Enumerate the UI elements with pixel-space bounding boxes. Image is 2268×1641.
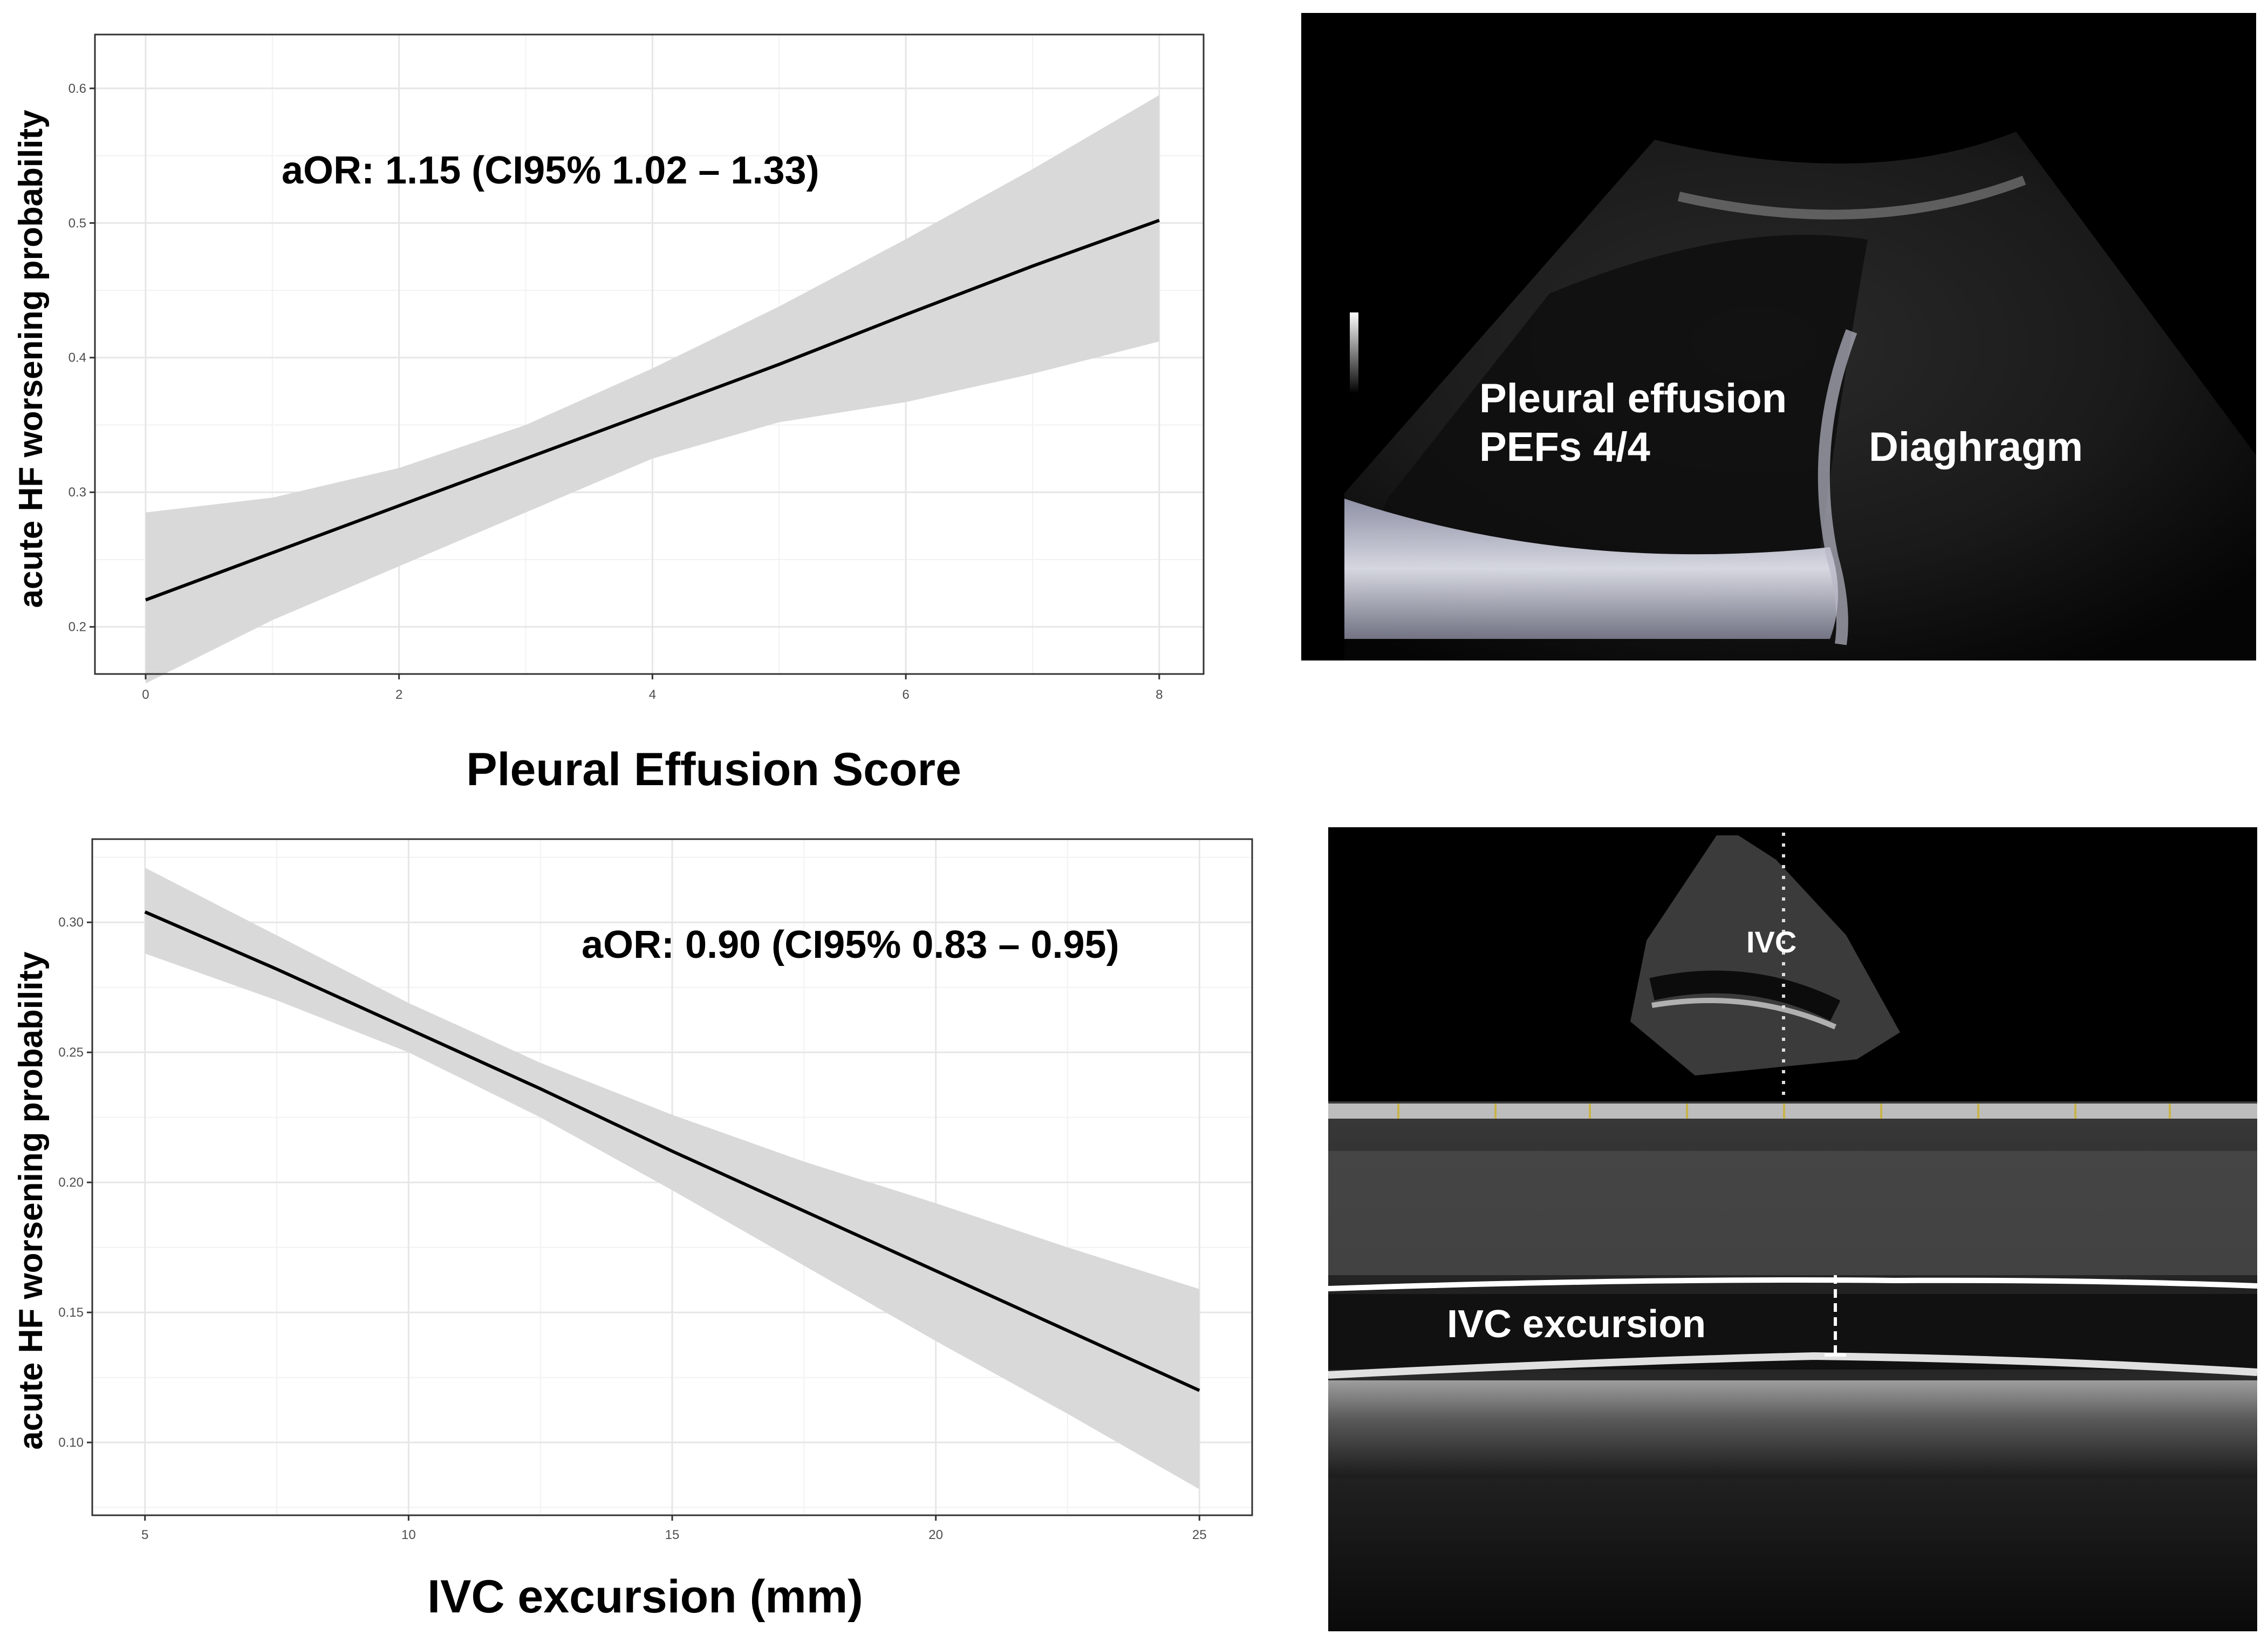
mmode-top-band bbox=[1328, 1104, 2257, 1119]
fit-line bbox=[144, 910, 1200, 1392]
y-tick-label: 0.2 bbox=[69, 620, 86, 635]
ultrasound-ivc-image: IVC IVC excursion bbox=[1328, 827, 2257, 1631]
grid bbox=[92, 839, 1252, 1515]
ultrasound-pleural-image: Pleural effusion PEFs 4/4 Diaghragm bbox=[1301, 13, 2256, 661]
x-tick-label: 25 bbox=[1192, 1528, 1207, 1542]
annotation-aor: aOR: 1.15 (CI95% 1.02 – 1.33) bbox=[282, 149, 819, 192]
y-tick-label: 0.15 bbox=[58, 1305, 84, 1320]
y-tick-label: 0.5 bbox=[69, 216, 86, 230]
y-axis-title: acute HF worsening probability bbox=[12, 951, 50, 1450]
confidence-band bbox=[145, 868, 1200, 1489]
chart-pleural-effusion-svg: 0 2 4 6 8 0.2 0.3 0.4 0.5 0.6 aOR: 1.15 (CI95% 1… bbox=[12, 33, 1205, 795]
excursion-caliper bbox=[1825, 1275, 1846, 1359]
y-tick-label: 0.4 bbox=[69, 351, 86, 365]
y-tick-label: 0.10 bbox=[58, 1435, 84, 1450]
y-ticks: 0.2 0.3 0.4 0.5 0.6 bbox=[69, 81, 95, 635]
effusion-region bbox=[1366, 235, 1868, 565]
y-tick-label: 0.25 bbox=[58, 1045, 84, 1060]
x-tick-label: 10 bbox=[401, 1528, 416, 1542]
fit-line bbox=[145, 219, 1160, 602]
plot-border bbox=[94, 33, 1205, 675]
mmode-lower-wall bbox=[1328, 1352, 2257, 1379]
mmode-ticks bbox=[1397, 1104, 2171, 1119]
y-ticks: 0.10 0.15 0.20 0.25 0.30 bbox=[58, 915, 92, 1450]
x-tick-label: 0 bbox=[142, 687, 149, 702]
mmode-upper-tissue bbox=[1328, 1151, 2257, 1275]
x-tick-label: 2 bbox=[395, 687, 402, 702]
ultrasound-ivc-svg: IVC IVC excursion bbox=[1328, 833, 2257, 1631]
label-ivc: IVC bbox=[1746, 925, 1796, 959]
upper-arc bbox=[1677, 175, 2026, 220]
chart-ivc-excursion-svg: 5 10 15 20 25 0.10 0.15 0.20 0.25 0.30 aOR: 0.90… bbox=[12, 838, 1253, 1623]
ultrasound-pleural-svg: Pleural effusion PEFs 4/4 Diaghragm bbox=[1344, 132, 2256, 661]
grid bbox=[95, 35, 1204, 674]
x-axis-title: IVC excursion (mm) bbox=[427, 1571, 863, 1623]
bright-band bbox=[1344, 499, 1838, 639]
ivc-vessel bbox=[1649, 970, 1841, 1021]
x-tick-label: 15 bbox=[665, 1528, 680, 1542]
x-tick-label: 5 bbox=[141, 1528, 148, 1542]
label-pefs-score: PEFs 4/4 bbox=[1479, 424, 1650, 470]
mmode-upper-wall bbox=[1328, 1277, 2257, 1291]
y-tick-label: 0.3 bbox=[69, 485, 86, 500]
x-tick-label: 6 bbox=[902, 687, 909, 702]
diaphragm-curve bbox=[1818, 329, 1857, 645]
y-tick-label: 0.30 bbox=[58, 915, 84, 930]
chart-pleural-effusion: 0 2 4 6 8 0.2 0.3 0.4 0.5 0.6 aOR: 1.15 (CI95% 1… bbox=[0, 0, 1241, 809]
grayscale-bar bbox=[1350, 312, 1358, 393]
y-tick-label: 0.20 bbox=[58, 1175, 84, 1190]
x-ticks: 5 10 15 20 25 bbox=[141, 1515, 1207, 1542]
y-tick-label: 0.6 bbox=[69, 81, 86, 96]
ivc-wall bbox=[1651, 998, 1837, 1030]
x-ticks: 0 2 4 6 8 bbox=[142, 674, 1163, 702]
confidence-band bbox=[145, 95, 1159, 684]
x-tick-label: 20 bbox=[928, 1528, 943, 1542]
mmode-lower-tissue bbox=[1328, 1380, 2257, 1477]
x-tick-label: 4 bbox=[649, 687, 656, 702]
chart-ivc-excursion: 5 10 15 20 25 0.10 0.15 0.20 0.25 0.30 aOR: 0.90… bbox=[0, 809, 1284, 1641]
y-axis-title: acute HF worsening probability bbox=[12, 110, 50, 608]
x-tick-label: 8 bbox=[1156, 687, 1163, 702]
label-diaphragm: Diaghragm bbox=[1869, 424, 2083, 470]
label-ivc-excursion: IVC excursion bbox=[1447, 1303, 1706, 1346]
label-pleural-effusion: Pleural effusion bbox=[1479, 376, 1787, 421]
annotation-aor: aOR: 0.90 (CI95% 0.83 – 0.95) bbox=[582, 923, 1119, 966]
x-axis-title: Pleural Effusion Score bbox=[466, 744, 961, 795]
